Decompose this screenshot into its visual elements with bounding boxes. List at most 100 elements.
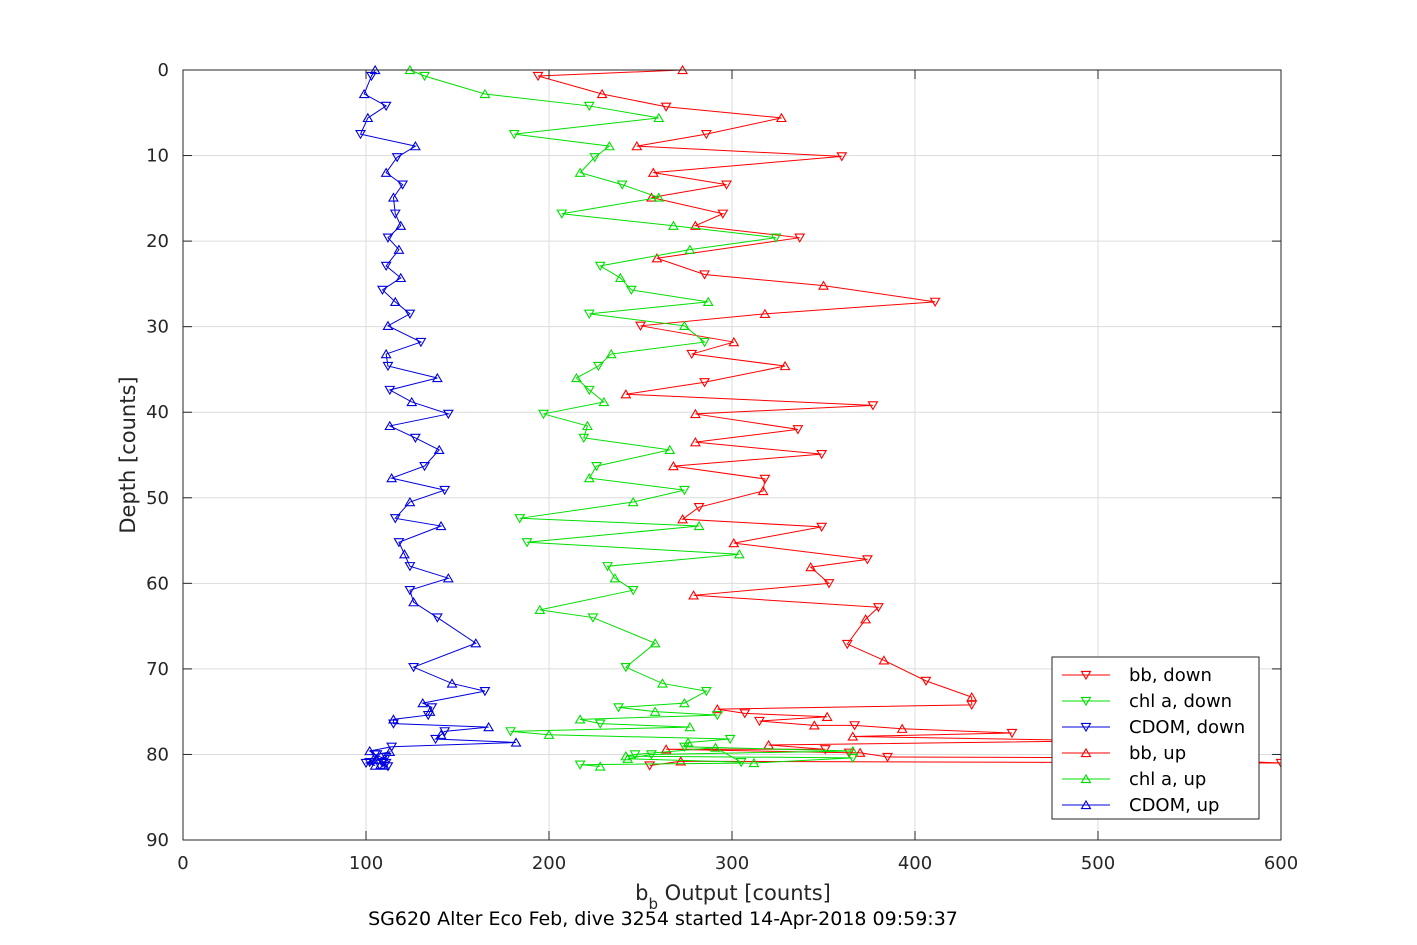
data-point-marker	[442, 409, 454, 420]
data-point-marker	[380, 752, 392, 763]
data-point-marker	[689, 220, 701, 230]
legend-marker-swatch	[1080, 696, 1092, 707]
data-point-marker	[823, 579, 835, 589]
data-point-marker	[435, 520, 447, 531]
data-point-marker	[896, 723, 908, 733]
data-point-marker	[602, 562, 614, 572]
data-point-marker	[419, 71, 431, 82]
data-point-marker	[721, 180, 732, 190]
legend-label: chl a, up	[1129, 769, 1206, 790]
data-point-marker	[574, 714, 586, 724]
data-point-marker	[688, 590, 700, 600]
data-point-marker	[408, 597, 420, 607]
data-point-marker	[380, 261, 392, 272]
data-point-marker	[700, 686, 712, 697]
data-point-marker	[647, 167, 659, 177]
data-point-marker	[728, 336, 740, 347]
data-point-marker	[366, 71, 377, 82]
data-point-marker	[578, 433, 590, 444]
legend-marker-swatch	[1080, 722, 1092, 733]
data-point-marker	[753, 716, 765, 727]
data-point-marker	[371, 754, 383, 764]
data-point-marker	[620, 389, 632, 399]
y-tick-label: 50	[146, 488, 169, 509]
data-point-marker	[382, 320, 394, 330]
data-point-marker	[591, 461, 603, 472]
data-point-marker	[382, 233, 394, 243]
data-point-marker	[816, 449, 828, 460]
series-bb-down	[532, 64, 1281, 771]
data-point-marker	[699, 378, 711, 388]
data-point-marker	[693, 503, 705, 513]
data-point-marker	[843, 748, 855, 758]
data-point-marker	[380, 101, 392, 112]
data-point-marker	[614, 272, 626, 283]
data-point-marker	[574, 167, 586, 177]
data-point-marker	[387, 714, 399, 724]
data-point-marker	[589, 153, 601, 163]
data-point-marker	[667, 220, 679, 230]
data-point-marker	[629, 750, 641, 760]
data-point-marker	[422, 710, 434, 721]
data-point-marker	[651, 253, 663, 263]
data-point-marker	[431, 613, 443, 623]
data-point-marker	[598, 396, 610, 407]
data-point-marker	[408, 663, 420, 673]
data-point-marker	[627, 496, 639, 507]
data-point-marker	[380, 348, 392, 359]
data-point-marker	[543, 729, 555, 739]
series-line	[359, 69, 517, 767]
legend-item: bb, up	[1062, 743, 1186, 764]
data-point-marker	[514, 514, 526, 524]
data-point-marker	[757, 485, 769, 496]
legend-item: CDOM, up	[1062, 795, 1219, 816]
data-point-marker	[556, 209, 568, 219]
data-point-marker	[678, 485, 690, 496]
data-point-marker	[613, 703, 625, 713]
data-point-marker	[620, 751, 632, 761]
data-point-marker	[805, 561, 817, 572]
data-point-marker	[728, 537, 740, 548]
data-point-marker	[684, 721, 696, 732]
legend-marker-swatch	[1080, 799, 1092, 810]
data-point-marker	[794, 233, 806, 243]
data-point-marker	[759, 308, 771, 318]
data-point-marker	[819, 745, 831, 755]
data-point-marker	[380, 758, 392, 769]
legend-marker-swatch	[1080, 670, 1092, 681]
data-point-marker	[677, 514, 689, 524]
data-point-marker	[389, 209, 401, 219]
data-point-marker	[417, 697, 429, 708]
y-tick-label: 90	[146, 830, 169, 851]
y-tick-label: 70	[146, 659, 169, 680]
data-point-marker	[627, 586, 639, 596]
data-point-marker	[649, 706, 661, 716]
data-point-marker	[387, 719, 399, 729]
data-point-marker	[397, 180, 409, 190]
data-point-marker	[362, 112, 374, 123]
data-point-marker	[439, 727, 451, 737]
data-point-marker	[391, 153, 403, 163]
data-point-marker	[1006, 728, 1018, 739]
series-chl-a-down	[404, 64, 859, 771]
data-point-marker	[479, 88, 491, 99]
data-point-marker	[393, 538, 405, 548]
data-point-marker	[415, 337, 427, 348]
data-point-marker	[792, 425, 804, 435]
data-point-marker	[384, 385, 396, 396]
x-tick-label: 600	[1264, 853, 1298, 874]
data-point-marker	[395, 272, 407, 283]
legend-box	[1051, 656, 1260, 820]
data-point-marker	[678, 697, 690, 708]
series-line	[409, 69, 853, 767]
data-point-marker	[521, 538, 533, 548]
data-point-marker	[389, 514, 401, 524]
data-point-marker	[689, 437, 701, 447]
chart-title: SG620 Alter Eco Feb, dive 3254 started 1…	[368, 908, 958, 930]
series-line	[537, 69, 1281, 767]
data-point-marker	[483, 721, 495, 732]
data-point-marker	[570, 372, 582, 383]
data-point-marker	[711, 710, 723, 721]
data-point-marker	[583, 472, 595, 483]
